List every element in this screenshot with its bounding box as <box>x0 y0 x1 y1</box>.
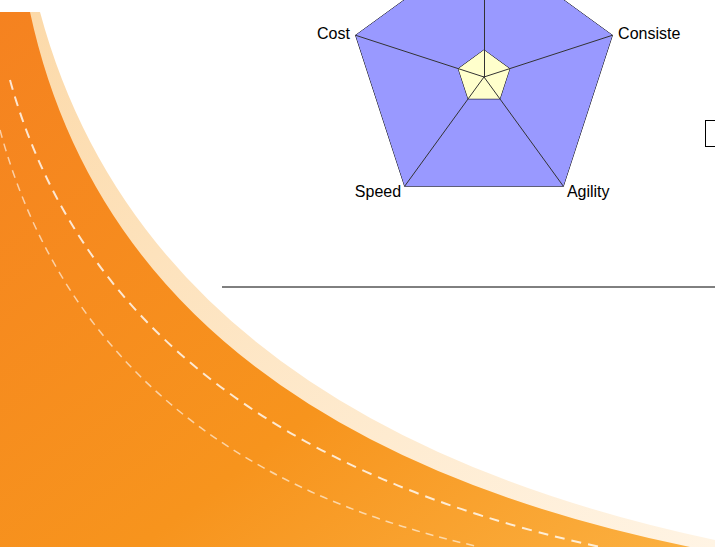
svg-text:Consiste: Consiste <box>618 25 680 42</box>
svg-text:Speed: Speed <box>355 183 401 200</box>
svg-text:Cost: Cost <box>317 25 350 42</box>
svg-text:Agility: Agility <box>567 183 610 200</box>
